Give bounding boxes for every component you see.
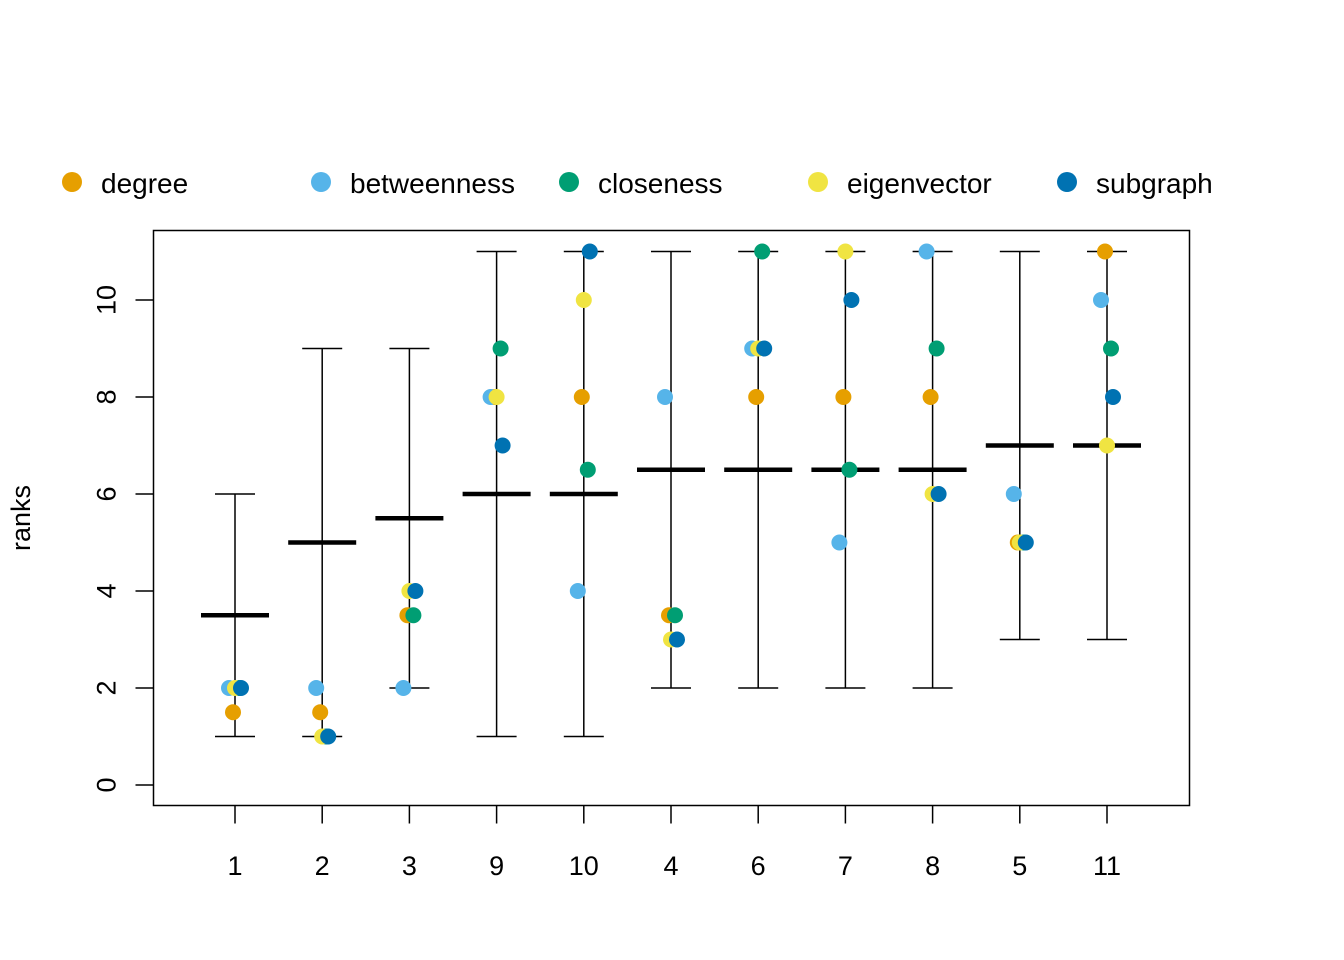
x-tick-label: 8 — [925, 851, 940, 881]
point-degree — [922, 389, 939, 405]
legend-label-degree: degree — [101, 168, 188, 199]
point-eigenvector — [1099, 437, 1115, 454]
y-tick-label: 6 — [91, 486, 121, 501]
x-tick-label: 9 — [489, 851, 504, 881]
point-subgraph — [494, 437, 511, 454]
point-degree — [1097, 243, 1113, 260]
point-closeness — [841, 461, 858, 478]
x-tick-label: 5 — [1012, 851, 1027, 881]
point-degree — [835, 389, 852, 405]
point-degree — [312, 704, 329, 721]
point-betweenness — [1005, 486, 1022, 502]
point-closeness — [405, 607, 422, 624]
point-closeness — [1103, 340, 1119, 357]
y-tick-label: 10 — [91, 285, 121, 315]
legend: degree betweenness closeness eigenvector sub… — [62, 168, 1213, 199]
y-tick-label: 2 — [91, 680, 121, 695]
point-betweenness — [918, 243, 935, 260]
legend-marker-eigenvector — [808, 172, 828, 192]
point-eigenvector — [488, 389, 505, 405]
point-closeness — [928, 340, 945, 357]
y-axis: 0 2 4 6 8 10 — [91, 285, 154, 793]
point-degree — [748, 389, 765, 405]
legend-label-eigenvector: eigenvector — [847, 168, 992, 199]
point-subgraph — [756, 340, 773, 357]
range-bars — [201, 250, 1141, 738]
point-betweenness — [657, 389, 673, 405]
point-degree — [573, 389, 590, 405]
point-closeness — [579, 461, 596, 478]
point-subgraph — [1017, 534, 1034, 551]
point-betweenness — [831, 534, 848, 551]
legend-marker-betweenness — [311, 172, 331, 192]
point-betweenness — [395, 680, 412, 696]
y-tick-label: 0 — [91, 777, 121, 792]
legend-marker-closeness — [559, 172, 579, 192]
legend-marker-subgraph — [1057, 172, 1077, 192]
point-eigenvector — [837, 243, 854, 260]
legend-label-closeness: closeness — [598, 168, 723, 199]
point-closeness — [667, 607, 683, 624]
point-closeness — [754, 243, 771, 260]
x-tick-label: 11 — [1093, 851, 1121, 881]
point-betweenness — [308, 680, 325, 696]
point-subgraph — [1105, 389, 1121, 405]
point-subgraph — [930, 486, 947, 502]
point-subgraph — [233, 680, 249, 696]
point-subgraph — [407, 583, 424, 599]
x-tick-label: 3 — [402, 851, 417, 881]
point-subgraph — [320, 728, 337, 745]
point-betweenness — [1093, 292, 1109, 308]
x-axis: 1 2 3 9 10 4 6 7 8 5 11 — [227, 805, 1121, 881]
x-tick-label: 2 — [315, 851, 330, 881]
legend-label-subgraph: subgraph — [1096, 168, 1213, 199]
point-subgraph — [843, 292, 860, 308]
y-tick-label: 8 — [91, 389, 121, 404]
x-tick-label: 4 — [663, 851, 678, 881]
legend-label-betweenness: betweenness — [350, 168, 515, 199]
data-points — [221, 243, 1121, 745]
point-degree — [225, 704, 241, 721]
x-tick-label: 6 — [751, 851, 766, 881]
legend-marker-degree — [62, 172, 82, 192]
x-tick-label: 1 — [227, 851, 242, 881]
y-tick-label: 4 — [91, 583, 121, 598]
x-tick-label: 7 — [838, 851, 853, 881]
x-tick-label: 10 — [569, 851, 599, 881]
point-subgraph — [581, 243, 598, 260]
point-subgraph — [669, 631, 685, 648]
y-axis-label: ranks — [6, 485, 36, 551]
point-betweenness — [569, 583, 586, 599]
point-closeness — [492, 340, 509, 357]
point-eigenvector — [575, 292, 592, 308]
